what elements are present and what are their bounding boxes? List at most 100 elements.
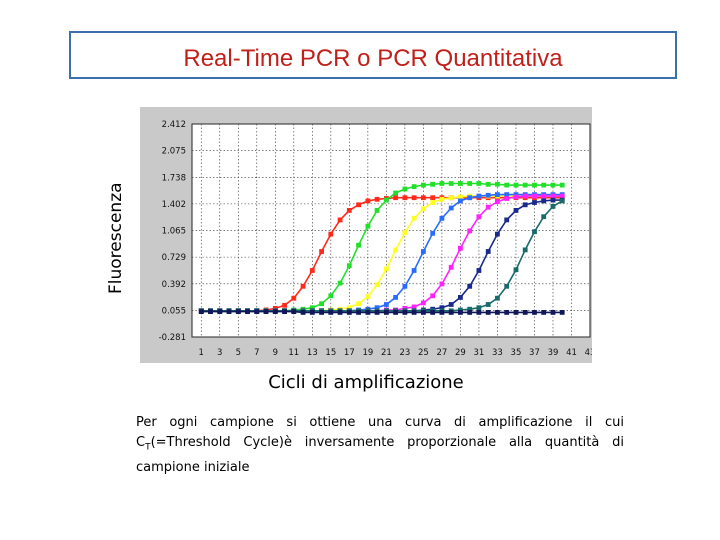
data-point: [421, 206, 426, 212]
x-tick-label: 19: [362, 348, 373, 358]
data-point: [467, 310, 473, 315]
x-tick-label: 3: [217, 348, 222, 358]
data-point: [291, 295, 297, 301]
data-point: [365, 223, 371, 229]
data-point: [458, 198, 463, 204]
data-point: [485, 181, 491, 187]
data-point: [356, 242, 361, 248]
data-point: [476, 193, 482, 199]
x-tick-label: 9: [273, 348, 278, 358]
x-tick-label: 35: [511, 348, 522, 358]
data-point: [291, 309, 297, 314]
y-tick-label: 1.402: [162, 200, 186, 210]
data-point: [485, 249, 491, 254]
data-point: [402, 310, 408, 315]
data-point: [504, 283, 510, 289]
y-tick-label: -0.281: [159, 333, 186, 343]
data-point: [467, 181, 473, 186]
data-point: [430, 310, 436, 315]
data-point: [309, 305, 315, 311]
data-point: [319, 301, 324, 307]
data-point: [522, 310, 528, 315]
data-point: [402, 195, 408, 201]
data-point: [458, 245, 463, 251]
data-point: [522, 182, 528, 188]
data-point: [300, 310, 306, 315]
data-point: [439, 196, 445, 202]
data-point: [541, 182, 547, 188]
data-point: [402, 283, 408, 289]
data-point: [411, 268, 417, 273]
data-point: [282, 302, 287, 308]
y-tick-labels: 2.412 2.075 1.738 1.402 1.065 0.729 0.392 0.055…: [159, 120, 186, 343]
data-point: [485, 310, 491, 315]
data-point: [513, 267, 519, 273]
title-box: Real-Time PCR o PCR Quantitativa: [69, 31, 677, 79]
data-point: [411, 310, 417, 315]
data-point: [467, 228, 473, 234]
x-tick-label: 5: [236, 348, 241, 358]
data-point: [337, 310, 343, 315]
data-point: [272, 309, 278, 314]
y-axis-label: Fluorescenza: [106, 182, 126, 294]
data-point: [504, 182, 510, 188]
data-point: [374, 310, 380, 315]
data-point: [448, 302, 454, 307]
data-point: [384, 266, 389, 272]
data-point: [485, 192, 491, 198]
data-point: [430, 230, 436, 236]
data-point: [439, 310, 445, 315]
data-point: [356, 310, 361, 315]
data-point: [309, 268, 315, 273]
data-point: [421, 300, 426, 306]
data-point: [356, 202, 361, 208]
data-point: [300, 283, 306, 289]
data-point: [495, 231, 500, 237]
data-point: [411, 184, 417, 189]
data-point: [448, 181, 454, 186]
y-tick-label: 2.412: [162, 120, 186, 130]
data-point: [374, 196, 380, 202]
data-point: [411, 304, 417, 310]
data-point: [513, 194, 519, 200]
data-point: [309, 310, 315, 315]
data-point: [319, 249, 324, 254]
y-tick-label: 1.065: [162, 227, 186, 237]
x-tick-label: 23: [399, 348, 410, 358]
data-point: [476, 181, 482, 186]
data-point: [439, 305, 445, 311]
data-point: [458, 295, 463, 300]
data-point: [393, 295, 398, 300]
x-tick-label: 17: [344, 348, 355, 358]
data-point: [532, 310, 537, 315]
data-point: [448, 310, 454, 315]
data-point: [559, 182, 565, 188]
data-point: [550, 197, 556, 203]
data-point: [448, 264, 454, 270]
data-point: [421, 195, 426, 201]
data-point: [550, 193, 556, 199]
x-tick-label: 43: [585, 348, 592, 358]
data-point: [374, 305, 380, 311]
data-point: [458, 194, 463, 200]
data-point: [458, 310, 463, 315]
data-point: [421, 182, 426, 188]
series-8: [198, 309, 565, 315]
x-tick-label: 11: [288, 348, 299, 358]
data-point: [384, 197, 389, 203]
data-point: [430, 200, 436, 205]
data-point: [550, 204, 556, 209]
data-point: [402, 186, 408, 192]
y-tick-label: 1.738: [162, 173, 186, 183]
data-point: [374, 282, 380, 288]
x-tick-label: 41: [566, 348, 577, 358]
y-tick-label: 0.055: [162, 306, 186, 316]
series-line: [201, 200, 563, 312]
data-point: [393, 195, 398, 201]
data-point: [504, 196, 510, 201]
x-tick-label: 13: [307, 348, 318, 358]
data-point: [495, 181, 500, 187]
data-point: [448, 205, 454, 211]
data-point: [495, 295, 500, 301]
